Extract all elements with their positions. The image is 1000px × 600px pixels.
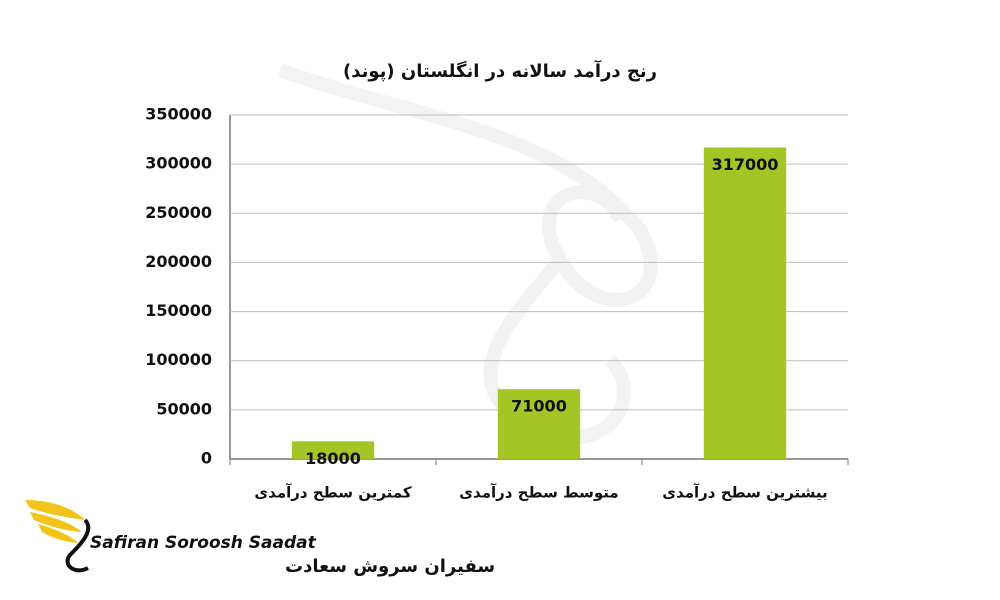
- value-label: 18000: [305, 449, 361, 468]
- x-tick-label: بیشترین سطح درآمدی: [662, 484, 827, 502]
- x-tick-label: متوسط سطح درآمدی: [459, 484, 618, 502]
- watermark: [277, 63, 658, 445]
- logo-wing: [25, 500, 85, 520]
- y-tick-label: 100000: [145, 350, 212, 369]
- y-tick-label: 250000: [145, 203, 212, 222]
- logo: Safiran Soroosh Saadat سفیران سروش سعادت: [25, 500, 495, 577]
- logo-wing: [30, 512, 82, 532]
- bar: [291, 441, 375, 459]
- y-tick-label: 200000: [145, 252, 212, 271]
- y-tick-label: 50000: [156, 399, 212, 418]
- logo-swan: [65, 518, 91, 573]
- value-label: 317000: [712, 155, 779, 174]
- y-tick-label: 150000: [145, 301, 212, 320]
- logo-text-en: Safiran Soroosh Saadat: [90, 533, 317, 553]
- value-label: 71000: [511, 397, 567, 416]
- y-tick-label: 0: [201, 449, 212, 468]
- bar: [703, 147, 787, 460]
- logo-text-fa: سفیران سروش سعادت: [285, 556, 495, 577]
- y-tick-label: 350000: [145, 105, 212, 124]
- logo-wing: [38, 524, 78, 543]
- chart-title: رنج درآمد سالانه در انگلستان (پوند): [343, 59, 657, 82]
- y-tick-label: 300000: [145, 154, 212, 173]
- bar: [497, 389, 581, 459]
- x-tick-label: کمترین سطح درآمدی: [254, 484, 411, 502]
